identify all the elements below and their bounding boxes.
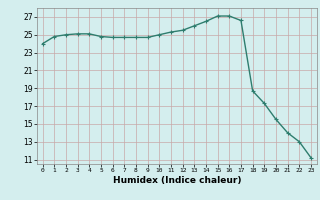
X-axis label: Humidex (Indice chaleur): Humidex (Indice chaleur)	[113, 176, 241, 185]
